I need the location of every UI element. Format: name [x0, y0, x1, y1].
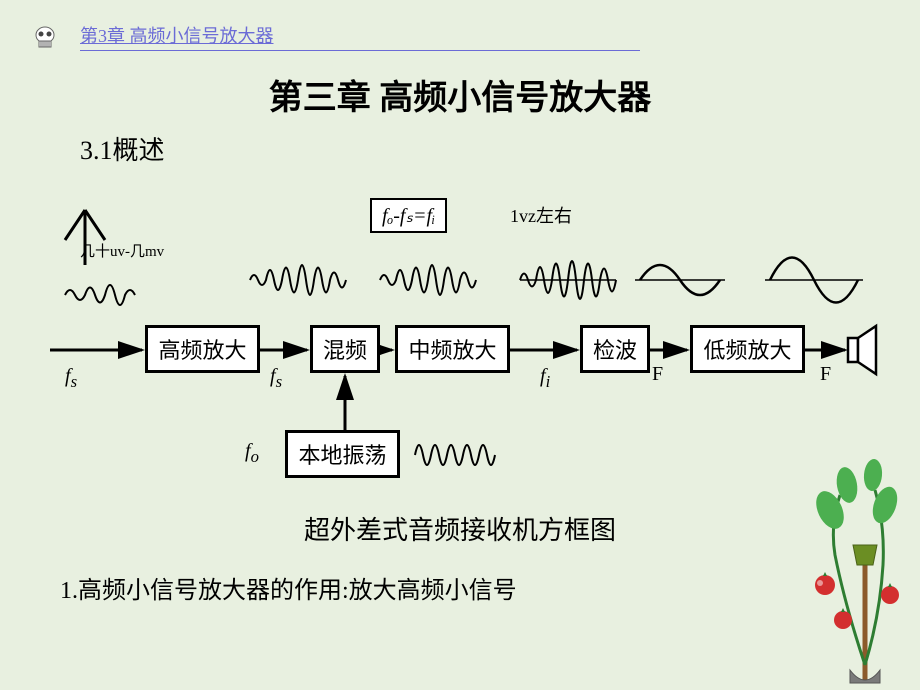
block-if-amp: 中频放大	[395, 325, 510, 373]
diagram-caption: 超外差式音频接收机方框图	[0, 510, 920, 547]
wave-mix	[380, 265, 476, 295]
wave-lo	[415, 445, 495, 465]
label-fs1: fs	[65, 365, 77, 392]
wave-detect	[635, 265, 725, 295]
block-label: 混频	[323, 333, 367, 365]
point-1: 1.高频小信号放大器的作用:放大高频小信号	[60, 570, 517, 605]
page-title: 第三章 高频小信号放大器	[0, 70, 920, 119]
breadcrumb: 第3章 高频小信号放大器	[80, 22, 640, 51]
block-lf-amp: 低频放大	[690, 325, 805, 373]
speaker-icon	[848, 326, 876, 374]
wave-lf	[765, 258, 863, 303]
block-label: 本地振荡	[298, 438, 386, 470]
block-lo: 本地振荡	[285, 430, 400, 478]
label-equation: fₒ-fₛ=fᵢ	[370, 198, 447, 233]
skull-icon	[30, 25, 60, 49]
block-label: 中频放大	[408, 333, 496, 365]
block-label: 低频放大	[703, 333, 791, 365]
block-detect: 检波	[580, 325, 650, 373]
block-mixer: 混频	[310, 325, 380, 373]
plant-decoration	[795, 455, 905, 685]
label-fs2: fs	[270, 365, 282, 392]
block-label: 检波	[593, 333, 637, 365]
block-label: 高频放大	[158, 333, 246, 365]
wave-hf	[250, 265, 346, 295]
label-fo: fo	[245, 440, 259, 467]
wave-input	[65, 285, 135, 305]
label-fi: fi	[540, 365, 550, 392]
block-diagram: 高频放大 混频 中频放大 检波 低频放大 本地振荡 fs fs fi F F f…	[50, 190, 880, 500]
header-bar: 第3章 高频小信号放大器	[30, 22, 640, 51]
annot-voltage: 1vz左右	[510, 202, 572, 228]
block-hf-amp: 高频放大	[145, 325, 260, 373]
wave-if	[520, 261, 616, 299]
label-F1: F	[652, 363, 663, 386]
annot-uv: 几十uv-几mv	[80, 240, 164, 261]
label-F2: F	[820, 363, 831, 386]
section-heading: 3.1概述	[80, 130, 165, 167]
